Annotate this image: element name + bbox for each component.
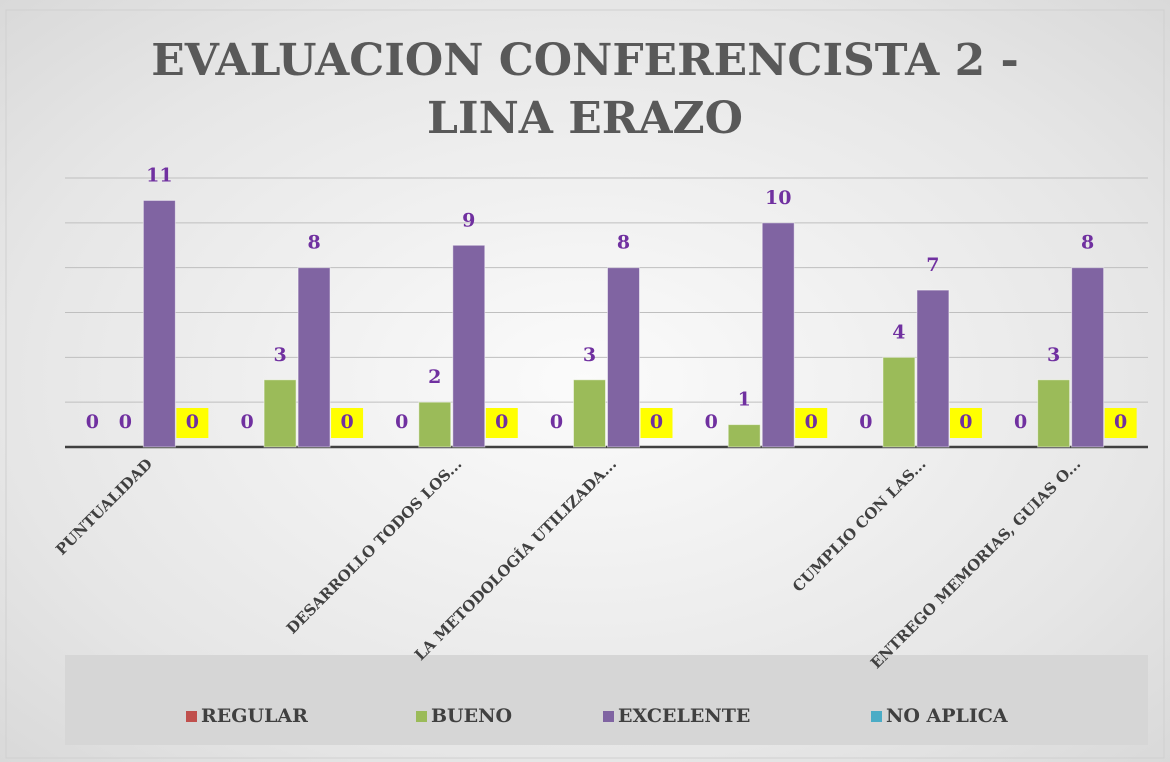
legend-swatch <box>603 711 614 722</box>
data-label: 3 <box>583 344 596 366</box>
label-bg <box>949 408 982 438</box>
bar <box>142 199 176 448</box>
bar <box>607 267 640 448</box>
data-label: 8 <box>307 232 320 254</box>
chart-title: EVALUACION CONFERENCISTA 2 - LINA ERAZO <box>151 35 1019 144</box>
bar <box>1071 267 1105 448</box>
data-label: 0 <box>805 411 818 433</box>
data-label: 10 <box>765 187 791 209</box>
bar <box>882 356 916 448</box>
data-label: 0 <box>395 411 408 433</box>
data-label: 8 <box>617 232 630 254</box>
data-label: 8 <box>1081 232 1094 254</box>
data-label: 0 <box>1114 411 1127 433</box>
data-label: 0 <box>705 411 718 433</box>
data-label: 0 <box>495 411 508 433</box>
data-label: 4 <box>892 321 905 343</box>
legend-label: BUENO <box>431 705 512 727</box>
legend-label: EXCELENTE <box>618 705 750 727</box>
data-label: 0 <box>959 411 972 433</box>
x-tick-label: PUNTUALIDAD <box>52 455 156 559</box>
legend-label: REGULAR <box>201 705 308 727</box>
legend-box <box>65 655 1148 745</box>
frame <box>5 9 1165 759</box>
x-tick-label: DESARROLLO TODOS LOS... <box>283 455 466 638</box>
legend-swatch <box>186 711 197 722</box>
bar <box>761 222 795 448</box>
label-bg <box>795 408 828 438</box>
data-label: 7 <box>926 254 939 276</box>
bar <box>297 267 331 448</box>
data-label: 0 <box>186 411 199 433</box>
bar <box>573 379 606 448</box>
data-label: 9 <box>462 209 475 231</box>
bar <box>727 424 761 448</box>
data-label: 1 <box>738 389 751 411</box>
data-label: 0 <box>650 411 663 433</box>
label-bg <box>176 408 209 438</box>
data-label: 0 <box>859 411 872 433</box>
label-bg <box>485 408 518 438</box>
data-label: 0 <box>340 411 353 433</box>
legend-swatch <box>416 711 427 722</box>
x-tick-label: CUMPLIO CON LAS... <box>789 455 930 596</box>
bar <box>1037 379 1071 448</box>
data-label: 0 <box>240 411 253 433</box>
data-label: 0 <box>550 411 563 433</box>
label-bg <box>640 408 673 438</box>
data-label: 0 <box>86 411 99 433</box>
bar <box>452 244 486 448</box>
data-label: 0 <box>1014 411 1027 433</box>
label-bg <box>1104 408 1137 438</box>
data-label: 2 <box>428 366 441 388</box>
label-bg <box>331 408 364 438</box>
legend-swatch <box>871 711 882 722</box>
data-label: 3 <box>1047 344 1060 366</box>
data-label: 3 <box>273 344 286 366</box>
legend-label: NO APLICA <box>886 705 1008 727</box>
bar <box>263 379 297 448</box>
bar <box>916 289 950 448</box>
bar <box>418 401 452 448</box>
data-label: 11 <box>146 164 172 186</box>
data-label: 0 <box>119 411 132 433</box>
